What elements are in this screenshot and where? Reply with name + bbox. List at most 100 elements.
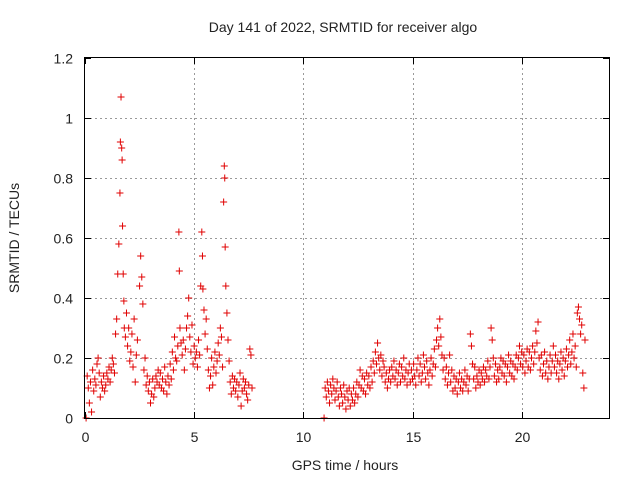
data-point bbox=[552, 351, 560, 359]
data-point bbox=[163, 390, 171, 398]
data-point bbox=[117, 93, 125, 101]
data-point bbox=[427, 354, 435, 362]
data-point bbox=[514, 354, 522, 362]
data-point bbox=[566, 336, 574, 344]
data-point bbox=[167, 375, 175, 383]
data-point bbox=[211, 348, 219, 356]
data-point bbox=[538, 372, 546, 380]
data-point bbox=[369, 357, 377, 365]
data-point bbox=[212, 369, 220, 377]
data-point bbox=[515, 342, 523, 350]
data-point bbox=[522, 357, 530, 365]
data-point bbox=[169, 366, 177, 374]
data-point bbox=[394, 369, 402, 377]
data-point bbox=[237, 402, 245, 410]
data-point bbox=[323, 378, 331, 386]
data-point bbox=[368, 378, 376, 386]
x-tick-label: 0 bbox=[82, 429, 90, 445]
data-point bbox=[573, 309, 581, 317]
data-point bbox=[118, 144, 126, 152]
data-point bbox=[166, 360, 174, 368]
data-point bbox=[338, 390, 346, 398]
data-point bbox=[152, 372, 160, 380]
data-point bbox=[91, 375, 99, 383]
data-point bbox=[219, 363, 227, 371]
data-point bbox=[419, 351, 427, 359]
data-point bbox=[204, 366, 212, 374]
data-point bbox=[410, 360, 418, 368]
data-point bbox=[340, 381, 348, 389]
data-point bbox=[329, 375, 337, 383]
data-point bbox=[110, 369, 118, 377]
data-point bbox=[324, 387, 332, 395]
data-point bbox=[567, 360, 575, 368]
data-point bbox=[126, 357, 134, 365]
data-point bbox=[101, 387, 109, 395]
data-point bbox=[496, 363, 504, 371]
data-point bbox=[209, 381, 217, 389]
data-point bbox=[144, 387, 152, 395]
data-point bbox=[179, 336, 187, 344]
data-point bbox=[173, 357, 181, 365]
data-point bbox=[216, 324, 224, 332]
data-point bbox=[495, 375, 503, 383]
x-tick-label: 15 bbox=[406, 429, 422, 445]
data-point bbox=[422, 375, 430, 383]
data-point bbox=[119, 270, 127, 278]
data-point bbox=[200, 306, 208, 314]
data-point bbox=[434, 324, 442, 332]
data-point bbox=[564, 363, 572, 371]
data-point bbox=[433, 336, 441, 344]
data-point bbox=[503, 363, 511, 371]
data-point bbox=[442, 363, 450, 371]
data-point bbox=[143, 372, 151, 380]
data-point bbox=[378, 372, 386, 380]
data-point bbox=[227, 390, 235, 398]
data-point bbox=[466, 330, 474, 338]
data-point bbox=[446, 351, 454, 359]
data-point bbox=[527, 354, 535, 362]
data-point bbox=[145, 378, 153, 386]
data-point bbox=[374, 339, 382, 347]
data-point bbox=[565, 351, 573, 359]
data-point bbox=[190, 342, 198, 350]
data-point bbox=[467, 342, 475, 350]
data-point bbox=[414, 354, 422, 362]
data-point bbox=[400, 354, 408, 362]
data-point bbox=[578, 321, 586, 329]
data-point bbox=[188, 321, 196, 329]
data-point bbox=[225, 357, 233, 365]
data-point bbox=[572, 363, 580, 371]
data-point bbox=[371, 348, 379, 356]
data-point bbox=[113, 315, 121, 323]
data-point bbox=[393, 381, 401, 389]
data-point bbox=[440, 354, 448, 362]
data-point bbox=[125, 324, 133, 332]
data-point bbox=[85, 399, 93, 407]
data-point bbox=[476, 381, 484, 389]
data-point bbox=[580, 384, 588, 392]
data-point bbox=[192, 348, 200, 356]
data-point bbox=[147, 399, 154, 407]
data-point bbox=[415, 372, 423, 380]
data-point bbox=[161, 363, 169, 371]
data-point bbox=[362, 390, 370, 398]
data-point bbox=[342, 405, 350, 413]
data-point bbox=[223, 309, 231, 317]
data-point bbox=[141, 354, 149, 362]
y-axis-label: SRMTID / TECUs bbox=[6, 183, 22, 293]
data-point bbox=[226, 378, 234, 386]
data-point bbox=[489, 354, 497, 362]
data-point bbox=[184, 312, 192, 320]
data-point bbox=[108, 354, 116, 362]
data-point bbox=[453, 390, 461, 398]
data-point bbox=[205, 384, 213, 392]
data-point bbox=[366, 384, 374, 392]
y-tick-label: 1 bbox=[65, 111, 73, 127]
data-point bbox=[531, 348, 539, 356]
data-point bbox=[443, 381, 451, 389]
data-point bbox=[214, 339, 222, 347]
data-point bbox=[172, 354, 180, 362]
data-point bbox=[203, 345, 211, 353]
data-point bbox=[579, 369, 587, 377]
